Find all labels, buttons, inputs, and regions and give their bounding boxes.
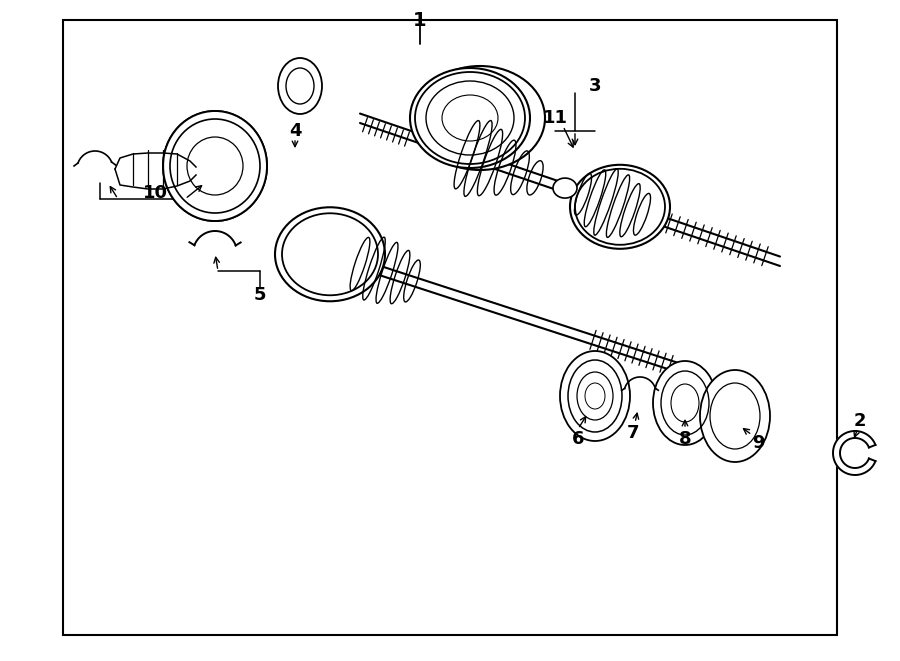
Text: 7: 7 (626, 424, 639, 442)
Ellipse shape (700, 370, 770, 462)
Text: 8: 8 (679, 430, 691, 448)
Text: 10: 10 (142, 184, 167, 202)
Text: 9: 9 (752, 434, 764, 452)
Text: 6: 6 (572, 430, 584, 448)
Bar (63, 20, 837, 635)
Text: 1: 1 (413, 11, 427, 30)
Ellipse shape (410, 68, 530, 168)
Polygon shape (833, 431, 876, 475)
Ellipse shape (560, 351, 630, 441)
Text: 11: 11 (543, 109, 568, 127)
Text: 4: 4 (289, 122, 302, 140)
Text: 2: 2 (854, 412, 866, 430)
Text: 5: 5 (254, 286, 266, 304)
Ellipse shape (278, 58, 322, 114)
Ellipse shape (570, 165, 670, 249)
Ellipse shape (163, 111, 267, 221)
Ellipse shape (653, 361, 717, 445)
Ellipse shape (553, 178, 577, 198)
Ellipse shape (275, 208, 385, 301)
Text: 3: 3 (589, 77, 601, 95)
Ellipse shape (163, 111, 267, 221)
Ellipse shape (415, 66, 545, 170)
